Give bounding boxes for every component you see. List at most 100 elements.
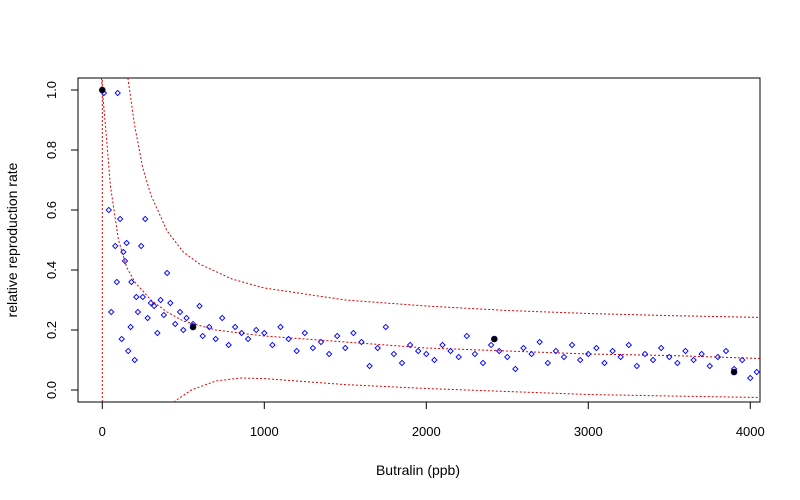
- observation-point: [317, 338, 325, 346]
- y-tick-label: 0.0: [44, 381, 59, 399]
- observation-point: [504, 353, 511, 361]
- observation-point: [439, 341, 446, 349]
- observation-point: [171, 320, 179, 328]
- observation-point: [471, 350, 479, 358]
- observation-point: [536, 338, 543, 346]
- observation-point: [657, 344, 665, 352]
- observation-point: [137, 242, 145, 250]
- observation-point: [722, 347, 730, 355]
- observation-point: [134, 308, 142, 316]
- y-tick-label: 1.0: [44, 81, 59, 99]
- observation-point: [107, 308, 115, 316]
- observation-point: [114, 89, 121, 97]
- observation-point: [123, 239, 130, 247]
- observation-point: [512, 365, 519, 373]
- observation-point: [154, 329, 161, 337]
- observation-point: [706, 362, 714, 370]
- observation-point: [118, 335, 125, 343]
- observation-point: [167, 299, 174, 307]
- observation-point: [674, 359, 681, 367]
- mean-point: [189, 323, 197, 331]
- observation-point: [252, 326, 260, 334]
- x-tick-label: 1000: [250, 424, 279, 439]
- observation-point: [244, 335, 252, 343]
- observation-point: [333, 332, 341, 340]
- observation-point: [163, 269, 171, 277]
- observation-point: [666, 353, 673, 361]
- observation-point: [309, 344, 317, 352]
- observation-point: [463, 332, 471, 340]
- x-axis: 0 1000 2000 3000 4000: [99, 402, 765, 439]
- observation-point: [205, 323, 213, 331]
- observation-point: [183, 314, 190, 322]
- observation-point: [277, 323, 284, 331]
- observation-point: [144, 314, 151, 322]
- observation-point: [199, 332, 206, 340]
- x-tick-label: 0: [99, 424, 106, 439]
- observation-point: [398, 359, 406, 367]
- observation-point: [112, 242, 119, 250]
- observation-point: [285, 335, 292, 343]
- y-tick-label: 0.6: [44, 201, 59, 219]
- observation-point: [196, 302, 203, 310]
- observation-point: [218, 314, 226, 322]
- y-tick-label: 0.4: [44, 261, 59, 279]
- observation-point: [414, 347, 422, 355]
- observation-point: [366, 362, 373, 370]
- observation-point: [113, 278, 121, 286]
- observation-point: [131, 356, 138, 364]
- observation-point: [455, 353, 462, 361]
- observation-point: [649, 356, 657, 364]
- observation-point: [116, 215, 124, 223]
- observation-point: [609, 347, 616, 355]
- x-tick-label: 3000: [574, 424, 603, 439]
- observation-point: [487, 341, 495, 349]
- x-tick-label: 4000: [736, 424, 765, 439]
- observation-point: [350, 329, 357, 337]
- observation-point: [176, 308, 184, 316]
- observation-point: [447, 347, 454, 355]
- curve-2: [173, 377, 761, 403]
- observation-point: [528, 350, 535, 358]
- observation-point: [269, 341, 276, 349]
- observation-point: [105, 206, 113, 214]
- observation-point: [120, 248, 127, 256]
- observation-point: [617, 353, 624, 361]
- mean-point: [98, 86, 106, 94]
- observation-point: [180, 326, 187, 334]
- observation-point: [325, 350, 333, 358]
- x-tick-label: 2000: [412, 424, 441, 439]
- observation-point: [127, 323, 134, 331]
- observation-point: [293, 347, 300, 355]
- observation-point: [147, 299, 155, 307]
- observation-point: [544, 359, 552, 367]
- observation-point: [374, 344, 381, 352]
- curve-0: [101, 77, 761, 359]
- observation-point: [593, 344, 600, 352]
- observation-point: [382, 323, 390, 331]
- observation-point: [568, 341, 576, 349]
- observation-point: [738, 356, 746, 364]
- x-axis-label: Butralin (ppb): [376, 462, 460, 478]
- observation-point: [423, 350, 430, 358]
- y-tick-label: 0.2: [44, 321, 59, 339]
- observation-point: [641, 350, 649, 358]
- observation-point: [560, 353, 568, 361]
- observation-point: [390, 350, 398, 358]
- observation-point: [139, 293, 147, 301]
- mean-points: [98, 86, 738, 376]
- observation-point: [585, 350, 592, 358]
- observation-point: [133, 293, 140, 301]
- curve-1: [127, 77, 761, 318]
- observation-point: [406, 341, 414, 349]
- observation-point: [520, 344, 527, 352]
- observation-point: [625, 341, 633, 349]
- observation-point: [698, 350, 705, 358]
- observation-point: [261, 329, 268, 337]
- observation-point: [753, 368, 760, 376]
- observation-point: [231, 323, 239, 331]
- observation-point: [128, 278, 135, 286]
- observation-point: [690, 356, 697, 364]
- observation-point: [121, 257, 129, 265]
